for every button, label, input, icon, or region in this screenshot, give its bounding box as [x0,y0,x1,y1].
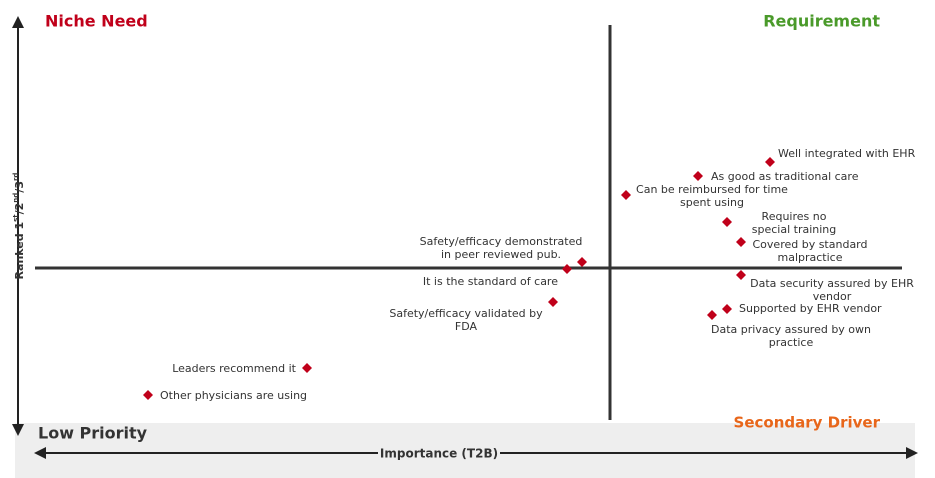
point-marker [736,270,746,280]
quadrant-title: Secondary Driver [734,414,881,432]
y-label-part: st [12,214,20,222]
point-label: special training [752,223,837,236]
point-label: As good as traditional care [711,170,859,183]
point-label: in peer reviewed pub. [441,248,561,261]
point-label: Safety/efficacy validated by [389,307,543,320]
point-marker [722,217,732,227]
quadrant-title: Low Priority [38,424,148,443]
point-label: Data security assured by EHR [750,277,914,290]
point-label: Requires no [762,210,827,223]
point-label: FDA [455,320,478,333]
point-marker [548,297,558,307]
point-marker [577,257,587,267]
point-label: Supported by EHR vendor [739,302,882,315]
point-marker [765,157,775,167]
quadrant-title: Requirement [763,12,880,31]
point-label: Data privacy assured by own [711,323,871,336]
point-marker [143,390,153,400]
point-label: It is the standard of care [423,275,558,288]
label-bg [378,445,500,461]
y-label-part: /3 [13,181,26,193]
point-marker [693,171,703,181]
point-label: vendor [813,290,852,303]
quadrant-title: Niche Need [45,12,148,31]
point-label: spent using [680,196,744,209]
point-label: Covered by standard [753,238,868,251]
y-axis-label: Ranked 1st/2nd/3rd [12,173,26,280]
point-marker [302,363,312,373]
x-axis-label: Importance (T2B) [380,447,498,461]
point-label: Leaders recommend it [172,362,296,375]
point-label: Other physicians are using [160,389,307,402]
point-marker [562,264,572,274]
y-label-part: rd [12,173,20,181]
point-marker [722,304,732,314]
point-marker [736,237,746,247]
point-label: Safety/efficacy demonstrated [420,235,583,248]
point-marker [621,190,631,200]
point-label: Can be reimbursed for time [636,183,788,196]
point-label: practice [769,336,814,349]
y-label-part: /2 [13,203,26,215]
point-marker [707,310,717,320]
point-label: Well integrated with EHR [778,147,916,160]
y-label-part: nd [12,193,20,203]
y-label-part: Ranked 1 [13,222,26,280]
point-label: malpractice [778,251,843,264]
